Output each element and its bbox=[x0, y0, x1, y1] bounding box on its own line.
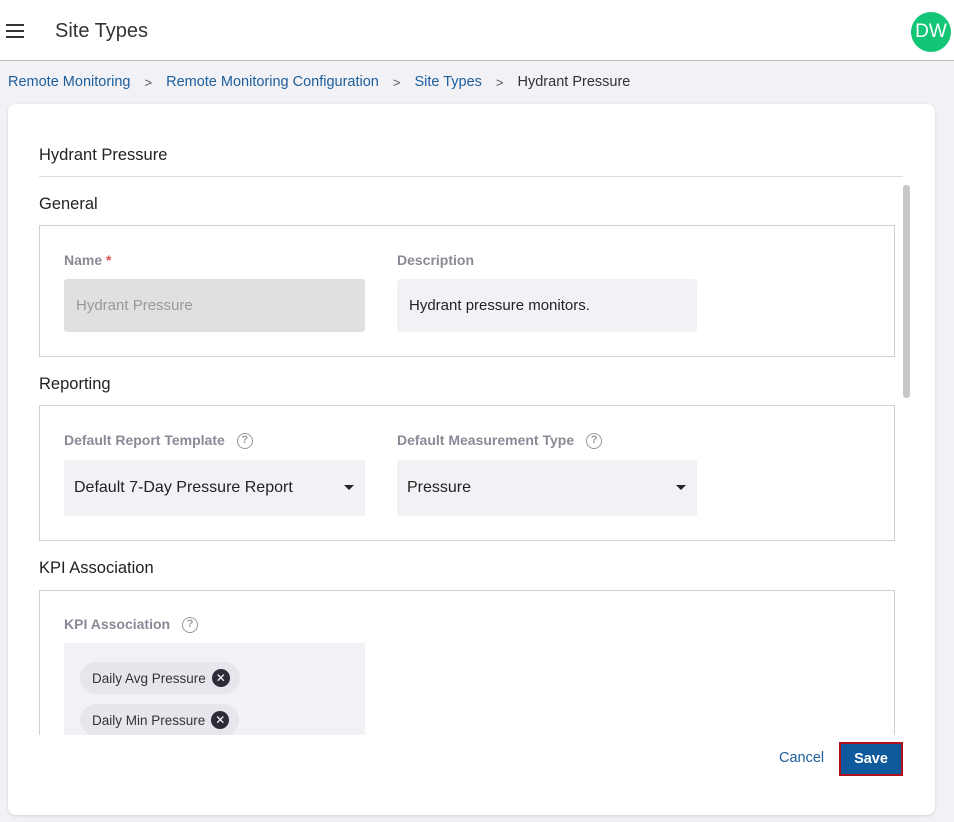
breadcrumb-remote-monitoring[interactable]: Remote Monitoring bbox=[8, 74, 131, 90]
name-input[interactable]: Hydrant Pressure bbox=[64, 279, 365, 332]
top-bar: Site Types DW bbox=[0, 0, 954, 61]
divider bbox=[39, 176, 903, 177]
breadcrumb-current: Hydrant Pressure bbox=[517, 74, 631, 90]
scrollbar-thumb[interactable] bbox=[903, 185, 910, 398]
kpi-section: KPI Association? Daily Avg Pressure ✕ Dai… bbox=[39, 590, 895, 735]
remove-icon[interactable]: ✕ bbox=[211, 711, 230, 729]
chevron-right-icon: > bbox=[144, 74, 153, 90]
breadcrumb-configuration[interactable]: Remote Monitoring Configuration bbox=[166, 74, 379, 90]
form-scroll-area: General Name * Hydrant Pressure Descript… bbox=[8, 185, 903, 735]
measurement-type-select[interactable]: Pressure bbox=[397, 460, 697, 516]
avatar[interactable]: DW bbox=[911, 12, 951, 52]
description-label: Description bbox=[397, 252, 475, 268]
section-general-title: General bbox=[39, 195, 98, 213]
help-icon[interactable]: ? bbox=[182, 617, 199, 634]
name-label: Name * bbox=[64, 252, 112, 268]
remove-icon[interactable]: ✕ bbox=[211, 669, 230, 687]
kpi-association-label: KPI Association? bbox=[64, 616, 199, 634]
hamburger-menu-icon[interactable] bbox=[6, 24, 24, 38]
section-reporting-title: Reporting bbox=[39, 375, 111, 393]
report-template-label: Default Report Template? bbox=[64, 432, 253, 450]
report-template-select[interactable]: Default 7-Day Pressure Report bbox=[64, 460, 365, 516]
page-title: Site Types bbox=[55, 20, 149, 42]
section-kpi-title: KPI Association bbox=[39, 559, 154, 577]
chevron-right-icon: > bbox=[392, 74, 401, 90]
breadcrumb-site-types[interactable]: Site Types bbox=[414, 74, 482, 90]
caret-down-icon bbox=[676, 485, 686, 490]
kpi-multiselect[interactable]: Daily Avg Pressure ✕ Daily Min Pressure ✕ bbox=[64, 643, 365, 735]
kpi-chip: Daily Min Pressure ✕ bbox=[80, 704, 240, 735]
chevron-right-icon: > bbox=[495, 74, 504, 90]
description-input[interactable]: Hydrant pressure monitors. bbox=[397, 279, 697, 332]
breadcrumb: Remote Monitoring > Remote Monitoring Co… bbox=[8, 74, 630, 90]
save-button[interactable]: Save bbox=[839, 742, 903, 776]
cancel-button[interactable]: Cancel bbox=[779, 750, 825, 766]
kpi-chip: Daily Avg Pressure ✕ bbox=[80, 662, 240, 694]
form-title: Hydrant Pressure bbox=[39, 146, 168, 164]
measurement-type-label: Default Measurement Type? bbox=[397, 432, 603, 450]
help-icon[interactable]: ? bbox=[236, 433, 253, 450]
help-icon[interactable]: ? bbox=[586, 433, 603, 450]
reporting-section: Default Report Template? Default 7-Day P… bbox=[39, 405, 895, 541]
general-section: Name * Hydrant Pressure Description Hydr… bbox=[39, 225, 895, 357]
form-card: Hydrant Pressure General Name * Hydrant … bbox=[8, 104, 935, 815]
caret-down-icon bbox=[344, 485, 354, 490]
